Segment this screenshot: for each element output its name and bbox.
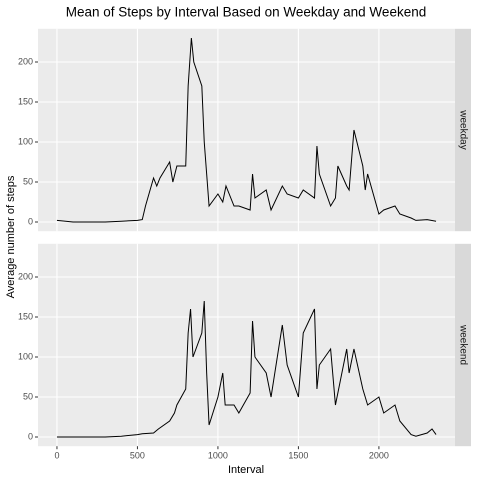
- strip-background: [455, 243, 471, 447]
- line: [56, 37, 437, 223]
- strip-label: weekday: [457, 109, 468, 149]
- y-tick-label: 150: [18, 96, 33, 106]
- y-tick-label: 200: [18, 56, 33, 66]
- chart-title: Mean of Steps by Interval Based on Weekd…: [66, 5, 426, 20]
- y-tick-label: 50: [23, 176, 33, 186]
- strip-background: [455, 28, 471, 232]
- x-tick-label: 1500: [288, 451, 308, 461]
- y-tick-label: 100: [18, 351, 33, 361]
- x-tick-label: 1000: [208, 451, 228, 461]
- panel-background: [38, 243, 455, 447]
- line: [56, 300, 437, 438]
- y-tick-label: 100: [18, 136, 33, 146]
- y-tick-label: 50: [23, 391, 33, 401]
- y-tick-label: 0: [28, 431, 33, 441]
- x-tick-label: 0: [54, 451, 59, 461]
- x-tick-label: 500: [130, 451, 145, 461]
- y-tick-label: 200: [18, 271, 33, 281]
- y-tick-label: 0: [28, 216, 33, 226]
- strip-label: weekend: [457, 324, 468, 365]
- panel-background: [38, 28, 455, 232]
- y-tick-label: 150: [18, 311, 33, 321]
- x-tick-label: 2000: [369, 451, 389, 461]
- x-axis-title: Interval: [228, 464, 264, 476]
- y-axis-title: Average number of steps: [5, 175, 17, 298]
